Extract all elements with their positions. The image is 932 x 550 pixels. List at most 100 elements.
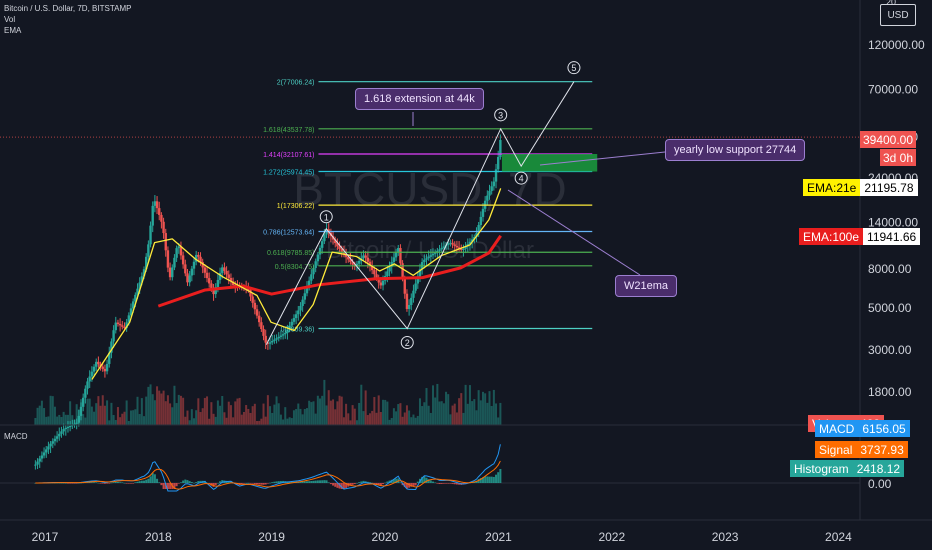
- signal-badge-label: Signal: [819, 442, 853, 457]
- macd-histogram-bar: [366, 481, 369, 483]
- macd-histogram-bar: [403, 483, 406, 488]
- volume-bar: [251, 406, 254, 425]
- price-axis-label: 8000.00: [868, 262, 912, 276]
- volume-bar: [490, 405, 493, 425]
- candle-body: [218, 272, 222, 280]
- candle-body: [423, 259, 426, 263]
- volume-bar: [190, 409, 193, 425]
- candle-body: [499, 140, 502, 158]
- macd-histogram-bar: [353, 483, 356, 485]
- candle-body: [292, 318, 296, 322]
- macd-histogram-bar: [290, 481, 293, 483]
- volume-bar: [288, 417, 291, 425]
- candle-body: [45, 449, 48, 453]
- volume-bar: [264, 416, 267, 425]
- volume-bar: [395, 411, 398, 425]
- candle-body: [486, 195, 489, 201]
- candle-body: [112, 330, 115, 342]
- volume-bar: [192, 418, 195, 425]
- candle-body: [290, 321, 293, 326]
- volume-bar: [212, 413, 215, 425]
- candle-body: [316, 254, 320, 262]
- macd-histogram-bar: [399, 482, 402, 483]
- candle-body: [320, 241, 324, 248]
- candle-body: [334, 239, 337, 243]
- macd-histogram-bar: [386, 481, 389, 483]
- fib-level-label: 0.786(12573.64): [263, 230, 314, 237]
- macd-histogram-bar: [251, 483, 254, 484]
- candle-body: [427, 256, 430, 259]
- volume-bar: [260, 418, 263, 425]
- candle-body: [92, 366, 96, 372]
- volume-bar: [464, 384, 467, 425]
- macd-histogram-bar: [392, 479, 395, 483]
- volume-bar: [132, 410, 135, 425]
- candle-body: [149, 225, 152, 245]
- candle-body: [84, 388, 87, 398]
- macd-histogram-bar: [199, 480, 202, 483]
- macd-histogram-bar: [345, 483, 348, 488]
- volume-bar: [171, 407, 174, 425]
- volume-bar: [423, 402, 426, 425]
- time-axis-label: 2022: [598, 530, 625, 544]
- candle-body: [457, 247, 461, 249]
- volume-bar: [495, 403, 498, 425]
- volume-bar: [316, 395, 319, 425]
- volume-bar: [366, 415, 369, 425]
- macd-histogram-bar: [188, 481, 191, 483]
- volume-bar: [477, 390, 480, 425]
- macd-histogram-bar: [451, 483, 454, 484]
- candle-body: [227, 274, 230, 278]
- volume-bar: [258, 420, 261, 425]
- macd-badge-value: 6156.05: [862, 421, 906, 436]
- macd-histogram-bar: [342, 483, 345, 489]
- macd-histogram-bar: [240, 483, 243, 485]
- legend-volume[interactable]: Vol: [4, 15, 16, 24]
- candle-body: [125, 322, 128, 329]
- volume-bar: [492, 389, 495, 425]
- wave-label: 1: [324, 212, 329, 222]
- currency-button[interactable]: USD: [880, 4, 916, 26]
- candle-body: [36, 461, 39, 465]
- macd-histogram-bar: [173, 483, 176, 489]
- candle-body: [173, 257, 176, 268]
- macd-histogram-bar: [438, 483, 441, 484]
- macd-histogram-bar: [490, 476, 493, 483]
- wave-marker: [567, 61, 581, 75]
- macd-histogram-bar: [455, 483, 458, 485]
- candle-body: [105, 363, 109, 372]
- volume-bar: [153, 400, 156, 425]
- volume-bar: [386, 401, 389, 425]
- volume-bar: [266, 395, 269, 425]
- volume-bar: [447, 394, 450, 425]
- fib-level-label: 1.272(25974.45): [263, 170, 314, 177]
- volume-bar: [432, 385, 435, 425]
- volume-bar: [475, 410, 478, 425]
- candle-body: [468, 241, 472, 245]
- volume-bar: [127, 420, 130, 425]
- volume-bar: [210, 402, 213, 425]
- volume-bar: [199, 412, 202, 425]
- candle-body: [397, 248, 400, 253]
- volume-bar: [486, 402, 489, 425]
- volume-bar: [114, 420, 117, 425]
- macd-histogram-bar: [349, 483, 352, 486]
- candle-body: [147, 244, 150, 257]
- volume-bar: [123, 411, 126, 425]
- macd-histogram-bar: [219, 481, 222, 483]
- volume-bar: [60, 417, 63, 425]
- candle-body: [260, 322, 263, 330]
- candle-body: [340, 249, 343, 252]
- macd-histogram-bar: [351, 483, 354, 485]
- time-axis-label: 2017: [32, 530, 59, 544]
- candle-body: [281, 334, 285, 336]
- candle-body: [440, 247, 443, 250]
- volume-bar: [101, 395, 104, 425]
- candle-body: [336, 242, 339, 247]
- volume-bar: [349, 420, 352, 425]
- candle-body: [394, 252, 398, 258]
- candle-body: [294, 314, 298, 319]
- volume-bar: [369, 413, 372, 425]
- macd-histogram-bar: [319, 480, 322, 483]
- legend-ema[interactable]: EMA: [4, 26, 22, 35]
